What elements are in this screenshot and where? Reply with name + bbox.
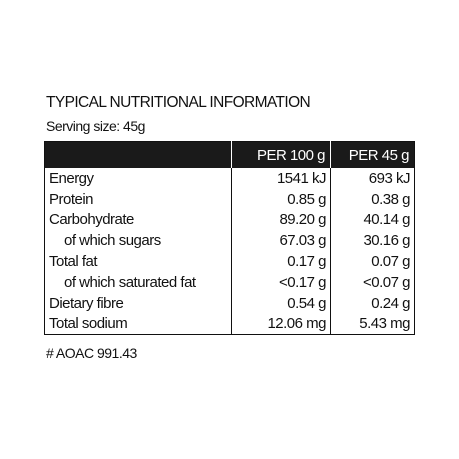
nutrient-value: 12.06 mg bbox=[231, 313, 331, 335]
nutrient-label: Protein bbox=[49, 190, 94, 208]
nutrient-label: Carbohydrate bbox=[49, 211, 134, 229]
serving-size: Serving size: 45g bbox=[46, 118, 145, 134]
table-row: of which saturated fat <0.17 g <0.07 g bbox=[45, 271, 415, 293]
nutrient-value: 0.24 g bbox=[330, 292, 415, 314]
nutrient-value: 40.14 g bbox=[330, 209, 415, 231]
table-row: Total sodium 12.06 mg 5.43 mg bbox=[45, 313, 415, 335]
nutrient-value: 0.54 g bbox=[231, 292, 331, 314]
table-body: Energy 1541 kJ 693 kJ Protein 0.85 g 0.38 g Ca… bbox=[45, 168, 415, 335]
header-cell: PER 45 g bbox=[330, 141, 415, 168]
nutrient-label: of which sugars bbox=[64, 232, 161, 250]
nutrient-value: 0.17 g bbox=[231, 251, 331, 272]
nutrient-label: Total sodium bbox=[49, 315, 128, 333]
nutrient-value: 0.38 g bbox=[330, 188, 415, 210]
header-cell bbox=[44, 141, 232, 168]
nutrient-value: 0.07 g bbox=[330, 251, 415, 272]
table-row: Carbohydrate 89.20 g 40.14 g bbox=[45, 209, 415, 231]
header-row: PER 100 g PER 45 g bbox=[44, 141, 415, 168]
table-row: Protein 0.85 g 0.38 g bbox=[45, 188, 415, 210]
title: TYPICAL NUTRITIONAL INFORMATION bbox=[46, 94, 311, 111]
nutrient-value: 30.16 g bbox=[330, 230, 415, 252]
table-row: of which sugars 67.03 g 30.16 g bbox=[45, 230, 415, 252]
nutrition-table: PER 100 g PER 45 g Energy 1541 kJ 693 kJ Pr… bbox=[44, 141, 415, 336]
nutrient-value: <0.17 g bbox=[231, 271, 331, 293]
nutrient-value: <0.07 g bbox=[330, 271, 415, 293]
nutrient-value: 693 kJ bbox=[330, 168, 415, 189]
nutrient-label: Energy bbox=[49, 169, 94, 187]
nutrient-value: 67.03 g bbox=[231, 230, 331, 252]
header-cell: PER 100 g bbox=[231, 141, 331, 168]
table-row: Total fat 0.17 g 0.07 g bbox=[45, 251, 415, 272]
nutrient-value: 5.43 mg bbox=[330, 313, 415, 335]
nutrient-value: 0.85 g bbox=[231, 188, 331, 210]
nutrient-label: Total fat bbox=[49, 253, 98, 271]
nutrient-label: Dietary fibre bbox=[49, 294, 124, 312]
table-row: Dietary fibre 0.54 g 0.24 g bbox=[45, 292, 415, 314]
nutrient-value: 1541 kJ bbox=[231, 168, 331, 189]
nutrient-label: of which saturated fat bbox=[64, 273, 196, 291]
nutrient-value: 89.20 g bbox=[231, 209, 331, 231]
table-row: Energy 1541 kJ 693 kJ bbox=[45, 168, 415, 189]
footnote: # AOAC 991.43 bbox=[46, 345, 137, 361]
